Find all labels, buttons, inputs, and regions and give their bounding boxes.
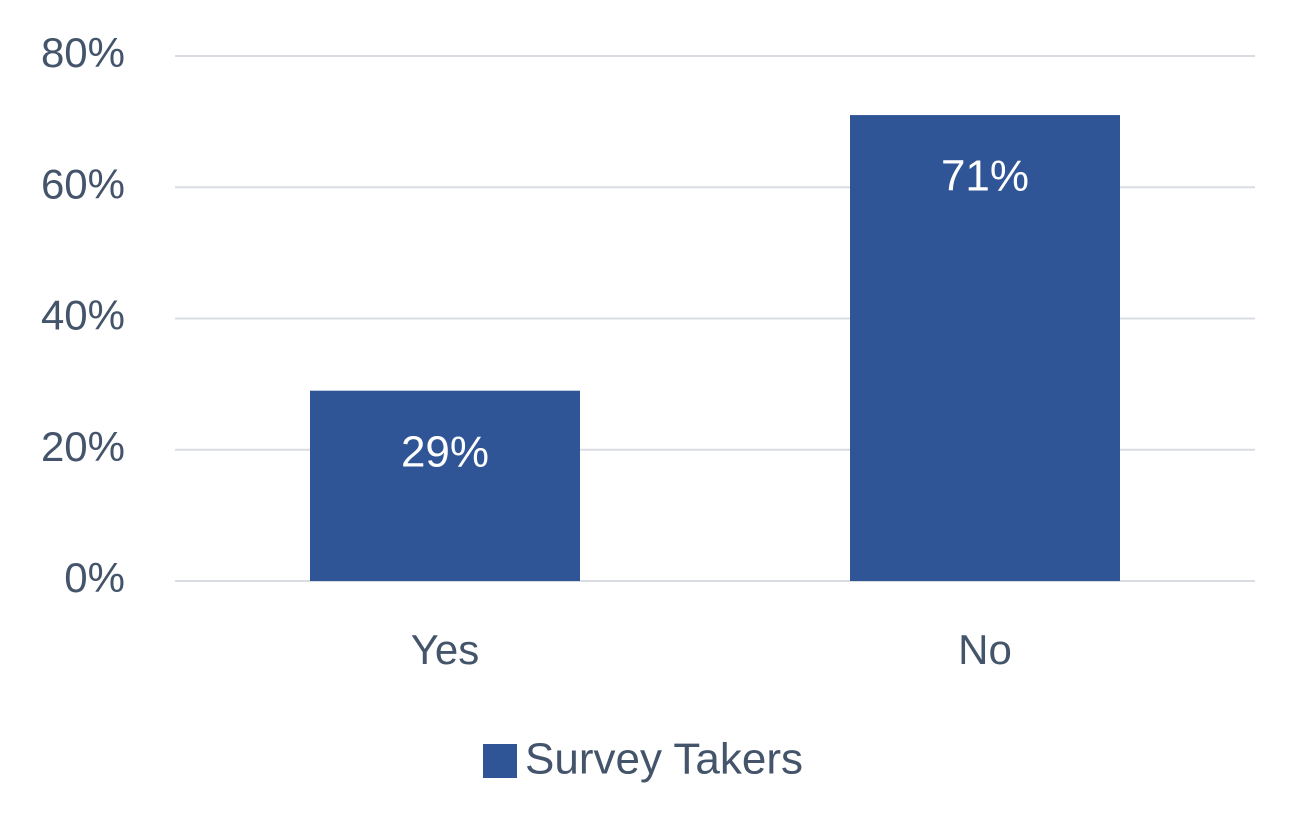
x-tick-label: No: [958, 626, 1012, 673]
y-tick-label: 40%: [41, 292, 125, 339]
bar: [850, 115, 1120, 581]
y-tick-label: 0%: [64, 554, 125, 601]
legend-swatch: [483, 744, 517, 778]
x-tick-label: Yes: [411, 626, 480, 673]
value-label: 29%: [401, 427, 489, 476]
legend-label: Survey Takers: [525, 735, 803, 784]
value-label: 71%: [941, 152, 1029, 201]
bar: [310, 390, 580, 581]
y-tick-label: 60%: [41, 160, 125, 207]
y-tick-label: 80%: [41, 29, 125, 76]
y-tick-label: 20%: [41, 423, 125, 470]
